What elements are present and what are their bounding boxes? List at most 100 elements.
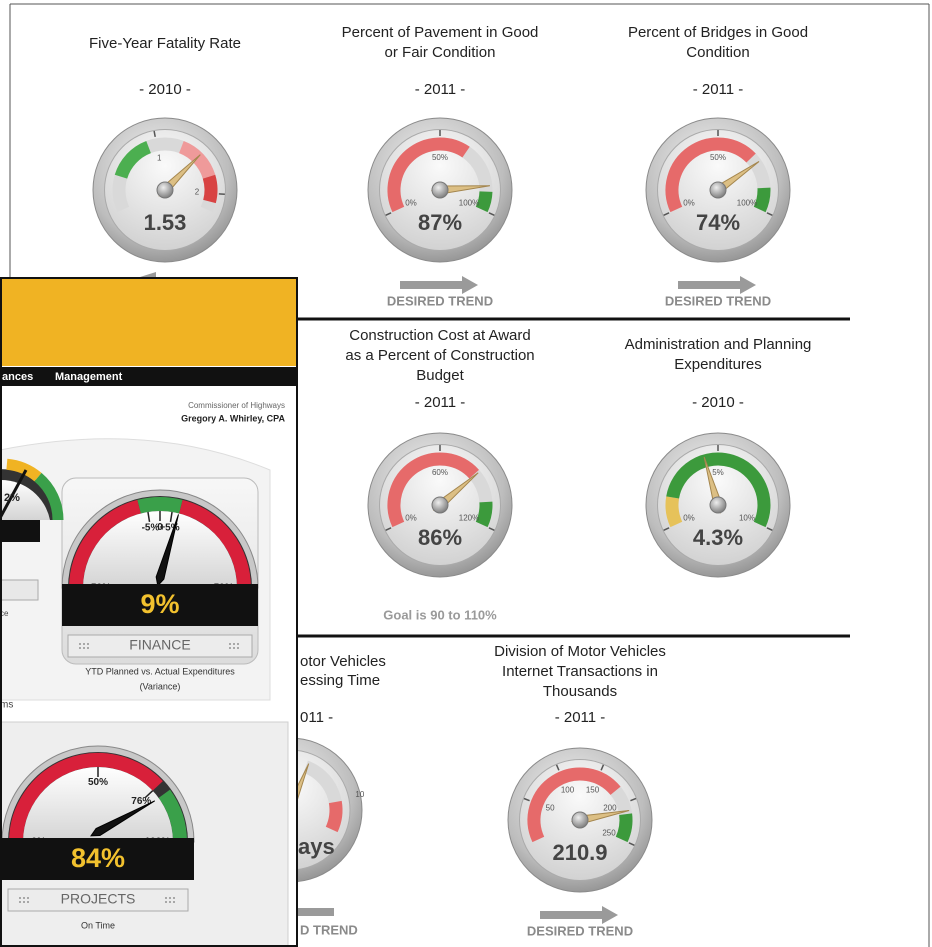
ornament (87, 643, 89, 645)
nav-item: Management (55, 371, 123, 383)
tick-label: 50% (710, 153, 726, 162)
ornament (19, 897, 21, 899)
tick-label: 50% (432, 153, 448, 162)
gauge-zone (332, 802, 336, 829)
tick-label: 200 (603, 804, 617, 813)
tick-label: 50% (88, 777, 108, 788)
tick-label: 60% (432, 468, 448, 477)
commissioner-role: Commissioner of Highways (188, 401, 285, 410)
ornament (233, 643, 235, 645)
ornament (237, 647, 239, 649)
ornament (169, 897, 171, 899)
gauge-year: - 2011 - (555, 709, 606, 726)
ornament (83, 643, 85, 645)
gauge-title: Administration and Planning (625, 336, 812, 353)
gauge-caption: On Time (81, 920, 115, 930)
tick-label: 250 (602, 829, 616, 838)
trend-arrow (678, 276, 756, 294)
trend-arrow (400, 276, 478, 294)
nav-item: ances (2, 371, 33, 383)
ornament (79, 643, 81, 645)
gauge-value: 74% (696, 210, 740, 235)
gauge-hub (710, 182, 726, 198)
header-band (0, 279, 296, 366)
ornament (237, 643, 239, 645)
ornament (229, 647, 231, 649)
gauge-year: - 2011 - (693, 81, 744, 98)
ornament (27, 901, 29, 903)
trend-arrow (298, 908, 334, 916)
ornament (23, 897, 25, 899)
gauge-zone (622, 814, 626, 839)
gauge-value: 9% (140, 589, 179, 619)
gauge-title: as a Percent of Construction (345, 347, 534, 364)
gauge-title: Percent of Bridges in Good (628, 24, 808, 41)
trend-label: DESIRED TREND (665, 293, 771, 308)
tick-label: 2 (195, 187, 200, 196)
ornament (79, 647, 81, 649)
gauge-value: 86% (418, 525, 462, 550)
trend-label: DESIRED TREND (527, 923, 633, 938)
gauge-title: Division of Motor Vehicles (494, 643, 666, 660)
nav-bar (0, 367, 296, 386)
gauge-zone (672, 497, 676, 524)
gauge-title: otor Vehicles (300, 653, 386, 670)
ornament (87, 647, 89, 649)
gauge-year: - 2011 - (415, 81, 466, 98)
ornament (19, 901, 21, 903)
screenshot: Five-Year Fatality Rate - 2010 - 1 2 1.53 Per… (0, 0, 932, 947)
ornament (83, 647, 85, 649)
trend-label: D TREND (300, 922, 358, 937)
gauge-note: Goal is 90 to 110% (383, 607, 497, 622)
gauge-label: PROJECTS (61, 891, 136, 907)
tick-label: 0% (405, 514, 417, 523)
gauge-hub (572, 812, 588, 828)
ornament (165, 901, 167, 903)
ornament (23, 901, 25, 903)
section-title: ms (0, 700, 13, 711)
gauge-title: Percent of Pavement in Good (342, 24, 539, 41)
gauge-zone (760, 188, 764, 210)
tick-mark (154, 131, 155, 137)
ornament (173, 897, 175, 899)
gauge-title: essing Time (300, 672, 380, 689)
gauge-year: 011 - (300, 709, 333, 726)
ornament (233, 647, 235, 649)
gauge-hub (432, 182, 448, 198)
ornament (229, 643, 231, 645)
gauge-value: ays (298, 834, 335, 859)
tick-label: 120% (459, 514, 479, 523)
gauge-value: 87% (418, 210, 462, 235)
gauge-value: 1.53 (144, 210, 187, 235)
gauge-value: 84% (71, 843, 125, 873)
gauge-title: Thousands (543, 683, 617, 700)
gauge-title: Budget (416, 367, 464, 384)
gauge-hub (432, 497, 448, 513)
tick-label: 0% (683, 514, 695, 523)
gauge-caption: YTD Planned vs. Actual Expenditures (85, 666, 235, 676)
gauge-year: - 2010 - (692, 394, 744, 411)
tick-label: 50 (546, 804, 555, 813)
gauge-title: Internet Transactions in (502, 663, 658, 680)
gauge-year: - 2011 - (415, 394, 466, 411)
tick-label: 2% (4, 492, 20, 504)
tick-label: 150 (586, 786, 600, 795)
gauge-title: or Fair Condition (385, 44, 496, 61)
gauge-zone (139, 504, 181, 507)
tick-label: 1 (157, 154, 162, 163)
ornament (169, 901, 171, 903)
gauge-title: Five-Year Fatality Rate (89, 35, 241, 52)
trend-arrow (540, 906, 618, 924)
gauge-value: 4.3% (693, 525, 743, 550)
trend-label: DESIRED TREND (387, 293, 493, 308)
gauge-zone (482, 192, 486, 210)
tick-label: 100% (459, 199, 479, 208)
tick-label: 100% (737, 199, 757, 208)
tick-label: 10 (355, 790, 364, 799)
trend-arrow (140, 272, 156, 277)
commissioner-name: Gregory A. Whirley, CPA (181, 413, 285, 423)
gauge-title: Construction Cost at Award (349, 327, 530, 344)
gauge-hub (157, 182, 173, 198)
page: {"report": {"gauges": [ {"title_lines": … (0, 0, 932, 947)
tick-label: 0% (683, 199, 695, 208)
